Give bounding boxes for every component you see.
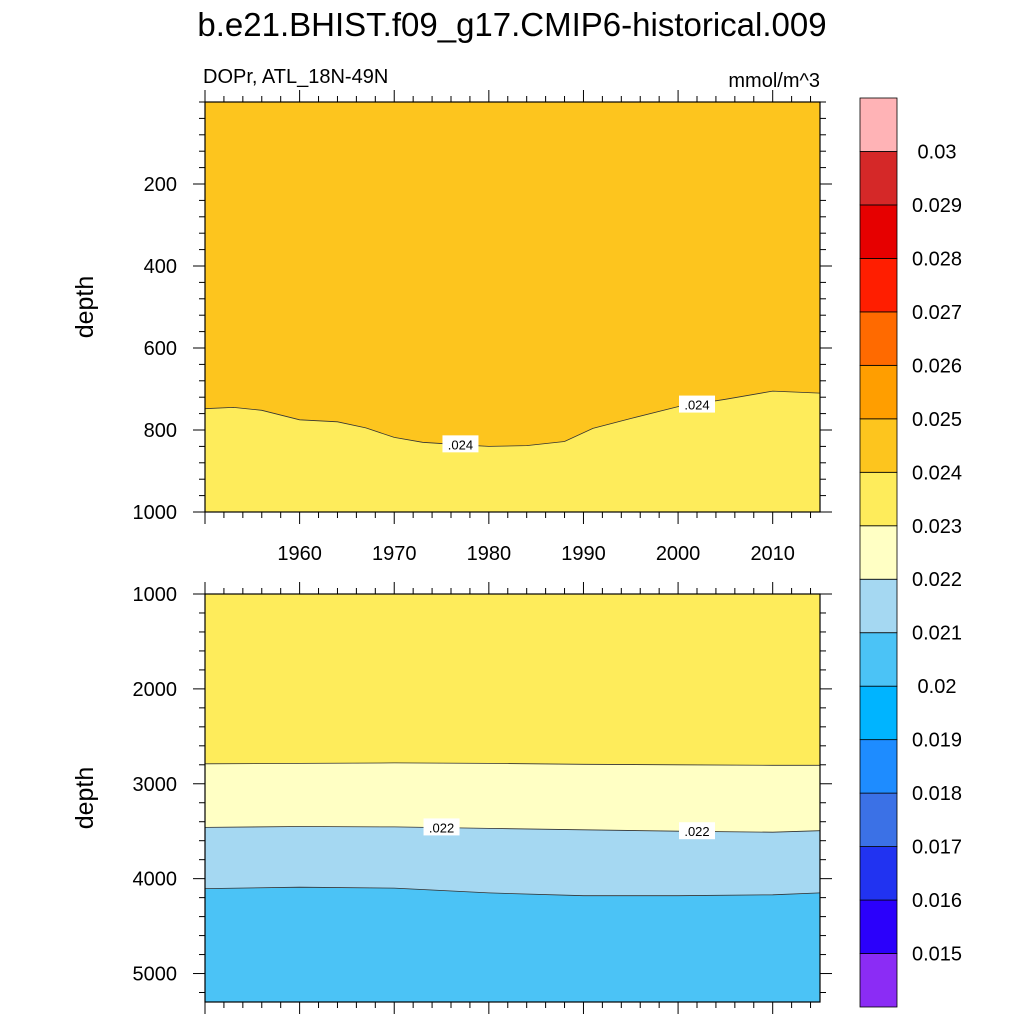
colorbar-level-label: 0.018 — [912, 783, 962, 805]
upper-x-tick-label: 1980 — [467, 543, 512, 565]
colorbar-swatch — [859, 792, 898, 847]
lower-y-tick-label: 2000 — [133, 679, 178, 701]
colorbar-level-label: 0.028 — [912, 248, 962, 270]
colorbar-level-label: 0.017 — [912, 837, 962, 859]
upper-y-tick-label: 1000 — [133, 502, 178, 524]
lower-region-fill — [205, 887, 820, 1002]
colorbar-swatch — [859, 525, 898, 580]
upper-depth-panel: .024 .024 1960 1970 1980 1990 2000 2010 200 400 60… — [71, 90, 832, 565]
svg-text:.024: .024 — [684, 398, 709, 413]
upper-x-tick-label: 1960 — [277, 543, 322, 565]
colorbar-level-label: 0.026 — [912, 355, 962, 377]
colorbar-swatch — [859, 151, 898, 206]
upper-contour-label: .024 — [442, 435, 479, 453]
upper-y-axis-label: depth — [71, 276, 99, 339]
colorbar-swatch — [859, 97, 898, 152]
colorbar-level-label: 0.015 — [912, 944, 962, 966]
lower-contour-line — [205, 762, 820, 766]
lower-y-tick-label: 4000 — [133, 869, 178, 891]
colorbar-swatch — [859, 418, 898, 473]
colorbar-level-label: 0.023 — [912, 516, 962, 538]
lower-contour-label: .022 — [679, 822, 715, 840]
colorbar-swatch — [859, 204, 898, 259]
upper-y-tick-label: 600 — [144, 338, 177, 360]
upper-x-tick-label: 2010 — [750, 543, 795, 565]
colorbar-level-label: 0.03 — [918, 141, 957, 163]
colorbar-swatch — [859, 739, 898, 794]
upper-plot-frame — [204, 101, 821, 513]
lower-contour-line — [205, 886, 820, 897]
subtitle-units: mmol/m^3 — [728, 70, 820, 92]
lower-y-axis-label: depth — [71, 767, 99, 830]
colorbar-swatch — [859, 258, 898, 313]
colorbar-level-label: 0.019 — [912, 730, 962, 752]
upper-y-tick-label: 800 — [144, 420, 177, 442]
subtitle-variable-region: DOPr, ATL_18N-49N — [203, 66, 388, 88]
colorbar-swatch — [859, 846, 898, 901]
upper-region-fill — [205, 391, 820, 512]
svg-text:.024: .024 — [448, 437, 473, 452]
colorbar-swatch — [859, 311, 898, 366]
colorbar-level-label: 0.027 — [912, 302, 962, 324]
upper-x-tick-label: 1970 — [372, 543, 417, 565]
colorbar-swatch — [859, 578, 898, 634]
colorbar: 0.015 0.016 0.017 0.018 0.019 0.02 0.021 0.022 0… — [859, 97, 962, 1008]
lower-depth-panel: .022 .022 1000 2000 3000 4000 5000 depth — [71, 582, 832, 1014]
colorbar-swatch — [859, 685, 898, 741]
svg-text:.022: .022 — [684, 824, 709, 839]
colorbar-level-label: 0.021 — [912, 623, 962, 645]
colorbar-swatch — [859, 953, 898, 1008]
lower-contour-line — [205, 826, 820, 833]
lower-y-tick-label: 5000 — [133, 964, 178, 986]
colorbar-level-label: 0.024 — [912, 462, 962, 484]
colorbar-swatch — [859, 632, 898, 687]
colorbar-level-label: 0.029 — [912, 195, 962, 217]
upper-x-tick-label: 1990 — [561, 543, 606, 565]
upper-y-tick-label: 200 — [144, 174, 177, 196]
upper-contour-label: .024 — [679, 395, 715, 413]
colorbar-swatch — [859, 899, 898, 954]
lower-y-tick-label: 1000 — [133, 584, 178, 606]
colorbar-level-label: 0.02 — [918, 676, 957, 698]
colorbar-level-label: 0.025 — [912, 409, 962, 431]
colorbar-swatch — [859, 471, 898, 527]
upper-y-tick-label: 400 — [144, 256, 177, 278]
colorbar-level-label: 0.016 — [912, 890, 962, 912]
svg-text:.022: .022 — [429, 820, 454, 835]
figure-title: b.e21.BHIST.f09_g17.CMIP6-historical.009 — [197, 6, 826, 43]
lower-plot-frame — [204, 593, 821, 1003]
colorbar-level-label: 0.022 — [912, 569, 962, 591]
lower-y-tick-label: 3000 — [133, 774, 178, 796]
lower-contour-label: .022 — [423, 818, 460, 836]
colorbar-swatch — [859, 364, 898, 420]
upper-x-tick-label: 2000 — [656, 543, 701, 565]
